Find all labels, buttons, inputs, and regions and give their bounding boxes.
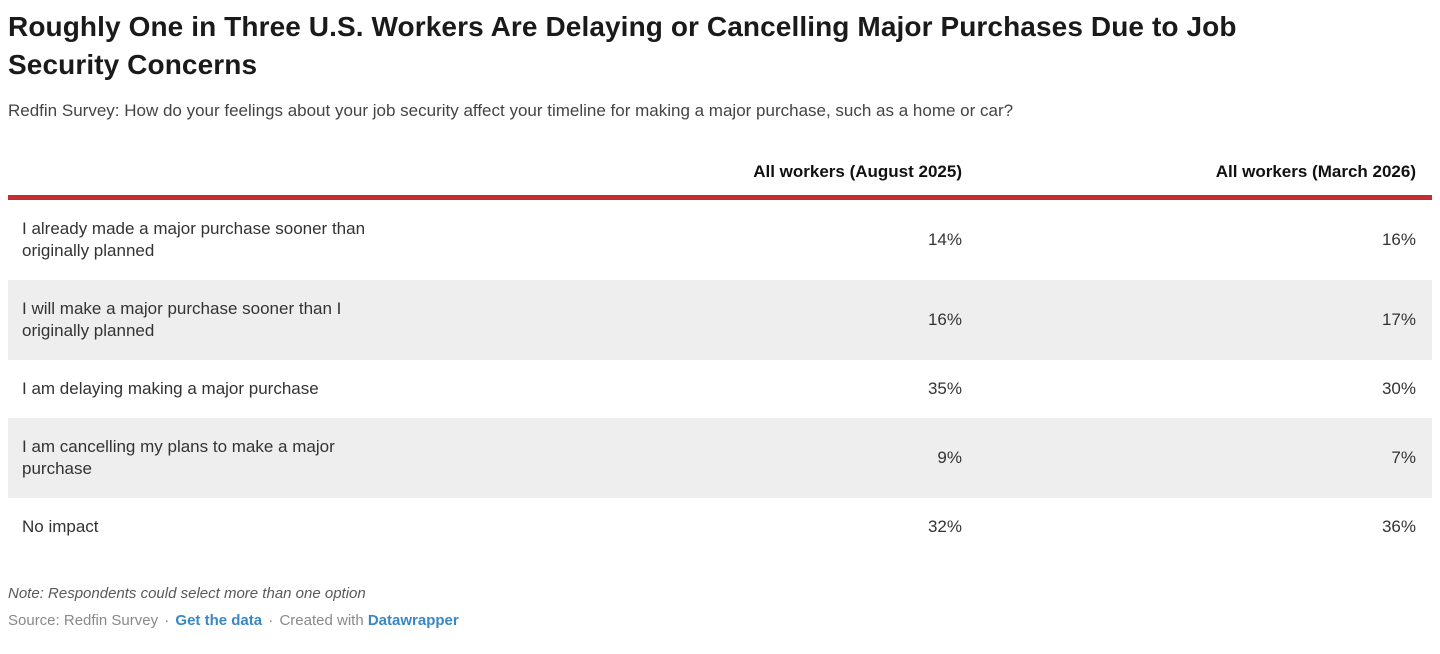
separator-dot: · <box>268 612 274 629</box>
row-label: I am delaying making a major purchase <box>22 379 319 398</box>
row-label: I am cancelling my plans to make a major… <box>8 418 478 498</box>
datawrapper-link[interactable]: Datawrapper <box>367 612 459 629</box>
table-row: No impact 32% 36% <box>8 498 1432 556</box>
header-cell-aug-2025: All workers (August 2025) <box>478 150 978 200</box>
table-header-row: All workers (August 2025) All workers (M… <box>8 150 1432 200</box>
header-cell-empty <box>8 150 478 200</box>
table-row: I am cancelling my plans to make a major… <box>8 418 1432 498</box>
row-value-aug-2025: 9% <box>478 418 978 498</box>
row-value-mar-2026: 36% <box>1381 517 1416 536</box>
source-text: Source: Redfin Survey <box>8 612 159 629</box>
chart-title: Roughly One in Three U.S. Workers Are De… <box>8 11 1237 80</box>
table-row: I am delaying making a major purchase 35%… <box>8 360 1432 418</box>
survey-data-table: All workers (August 2025) All workers (M… <box>8 150 1432 556</box>
header-cell-mar-2026: All workers (March 2026) <box>978 150 1432 200</box>
chart-subtitle: Redfin Survey: How do your feelings abou… <box>8 101 1014 120</box>
row-label: No impact <box>22 517 99 536</box>
row-value-aug-2025: 14% <box>927 230 962 249</box>
table-row: I already made a major purchase sooner t… <box>8 198 1432 281</box>
row-label: I already made a major purchase sooner t… <box>22 219 366 260</box>
row-value-mar-2026: 7% <box>978 418 1432 498</box>
get-the-data-link[interactable]: Get the data <box>175 612 263 629</box>
row-value-aug-2025: 16% <box>478 280 978 360</box>
row-value-aug-2025: 32% <box>927 517 962 536</box>
created-with-text: Created with <box>279 612 364 629</box>
row-value-mar-2026: 30% <box>1381 379 1416 398</box>
row-value-mar-2026: 17% <box>978 280 1432 360</box>
table-row: I will make a major purchase sooner than… <box>8 280 1432 360</box>
row-value-aug-2025: 35% <box>927 379 962 398</box>
separator-dot: · <box>164 612 170 629</box>
chart-source-line: Source: Redfin Survey · Get the data · C… <box>8 611 1432 631</box>
row-value-mar-2026: 16% <box>1381 230 1416 249</box>
chart-note: Note: Respondents could select more than… <box>8 585 366 602</box>
row-label: I will make a major purchase sooner than… <box>8 280 478 360</box>
